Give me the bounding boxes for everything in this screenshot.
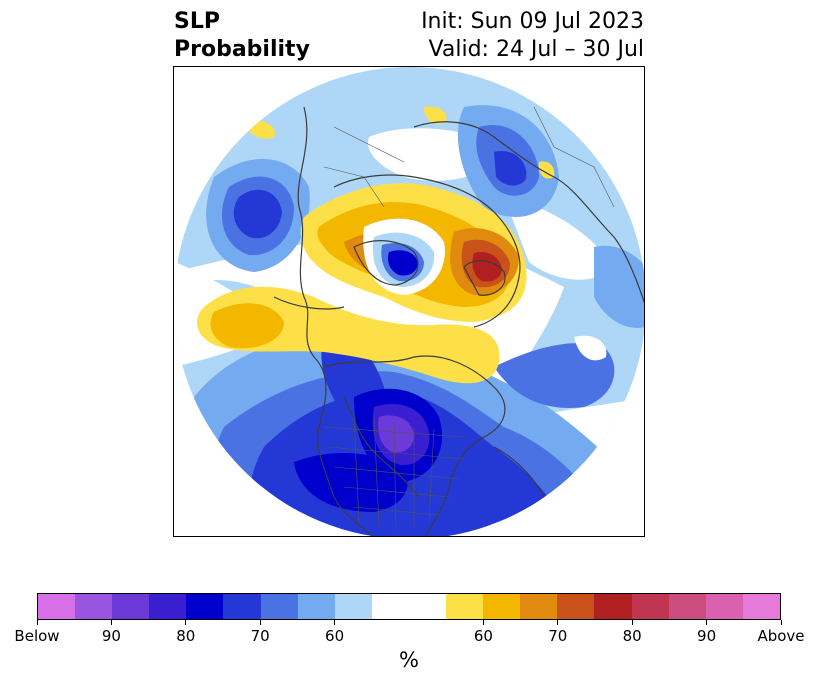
colorbar-segment: [186, 594, 224, 619]
colorbar-tick-mark: [631, 620, 633, 625]
colorbar-segment: [75, 594, 113, 619]
colorbar-tick-label: 60: [325, 627, 345, 645]
probability-field: [174, 67, 644, 536]
title-line-2: Probability: [174, 37, 310, 62]
map-title: SLP Probability: [174, 8, 310, 64]
colorbar-tick-label: 60: [473, 627, 493, 645]
colorbar-segment: [520, 594, 558, 619]
colorbar-tick-mark: [36, 620, 38, 625]
colorbar-tick-mark: [482, 620, 484, 625]
colorbar-segment: [668, 594, 706, 619]
colorbar-tick-label: 90: [697, 627, 717, 645]
colorbar-tick-label: Above: [757, 627, 805, 645]
colorbar-segment: [446, 594, 484, 619]
colorbar-segment: [408, 594, 447, 619]
colorbar-tick-label: Below: [14, 627, 60, 645]
colorbar-tick-mark: [706, 620, 708, 625]
colorbar-tick-mark: [780, 620, 782, 625]
colorbar-segment: [594, 594, 632, 619]
colorbar-tick-label: 70: [250, 627, 270, 645]
colorbar-tick-mark: [334, 620, 336, 625]
probability-map: [174, 67, 644, 536]
colorbar-segment: [631, 594, 669, 619]
colorbar-tick-mark: [185, 620, 187, 625]
colorbar-tick-label: 80: [622, 627, 642, 645]
colorbar-segment: [297, 594, 335, 619]
colorbar-segment: [742, 594, 780, 619]
colorbar-segment: [705, 594, 743, 619]
colorbar-tick-label: 70: [548, 627, 568, 645]
colorbar-segment: [557, 594, 595, 619]
init-date-label: Init: Sun 09 Jul 2023: [421, 9, 644, 34]
colorbar-segment: [112, 594, 150, 619]
colorbar: [37, 593, 781, 620]
valid-date-label: Valid: 24 Jul – 30 Jul: [428, 37, 644, 62]
colorbar-tick-mark: [259, 620, 261, 625]
colorbar-segment: [483, 594, 521, 619]
colorbar-segment: [38, 594, 76, 619]
colorbar-unit-label: %: [399, 648, 419, 672]
colorbar-segment: [223, 594, 261, 619]
colorbar-segment: [260, 594, 298, 619]
colorbar-segment: [334, 594, 372, 619]
colorbar-segment: [149, 594, 187, 619]
coastlines: [273, 106, 644, 536]
title-line-1: SLP: [174, 9, 220, 34]
colorbar-tick-label: 90: [101, 627, 121, 645]
colorbar-segment: [371, 594, 409, 619]
colorbar-tick-mark: [110, 620, 112, 625]
date-info: Init: Sun 09 Jul 2023 Valid: 24 Jul – 30…: [421, 8, 644, 64]
colorbar-tick-label: 80: [176, 627, 196, 645]
map-panel: [173, 66, 645, 537]
colorbar-tick-mark: [557, 620, 559, 625]
